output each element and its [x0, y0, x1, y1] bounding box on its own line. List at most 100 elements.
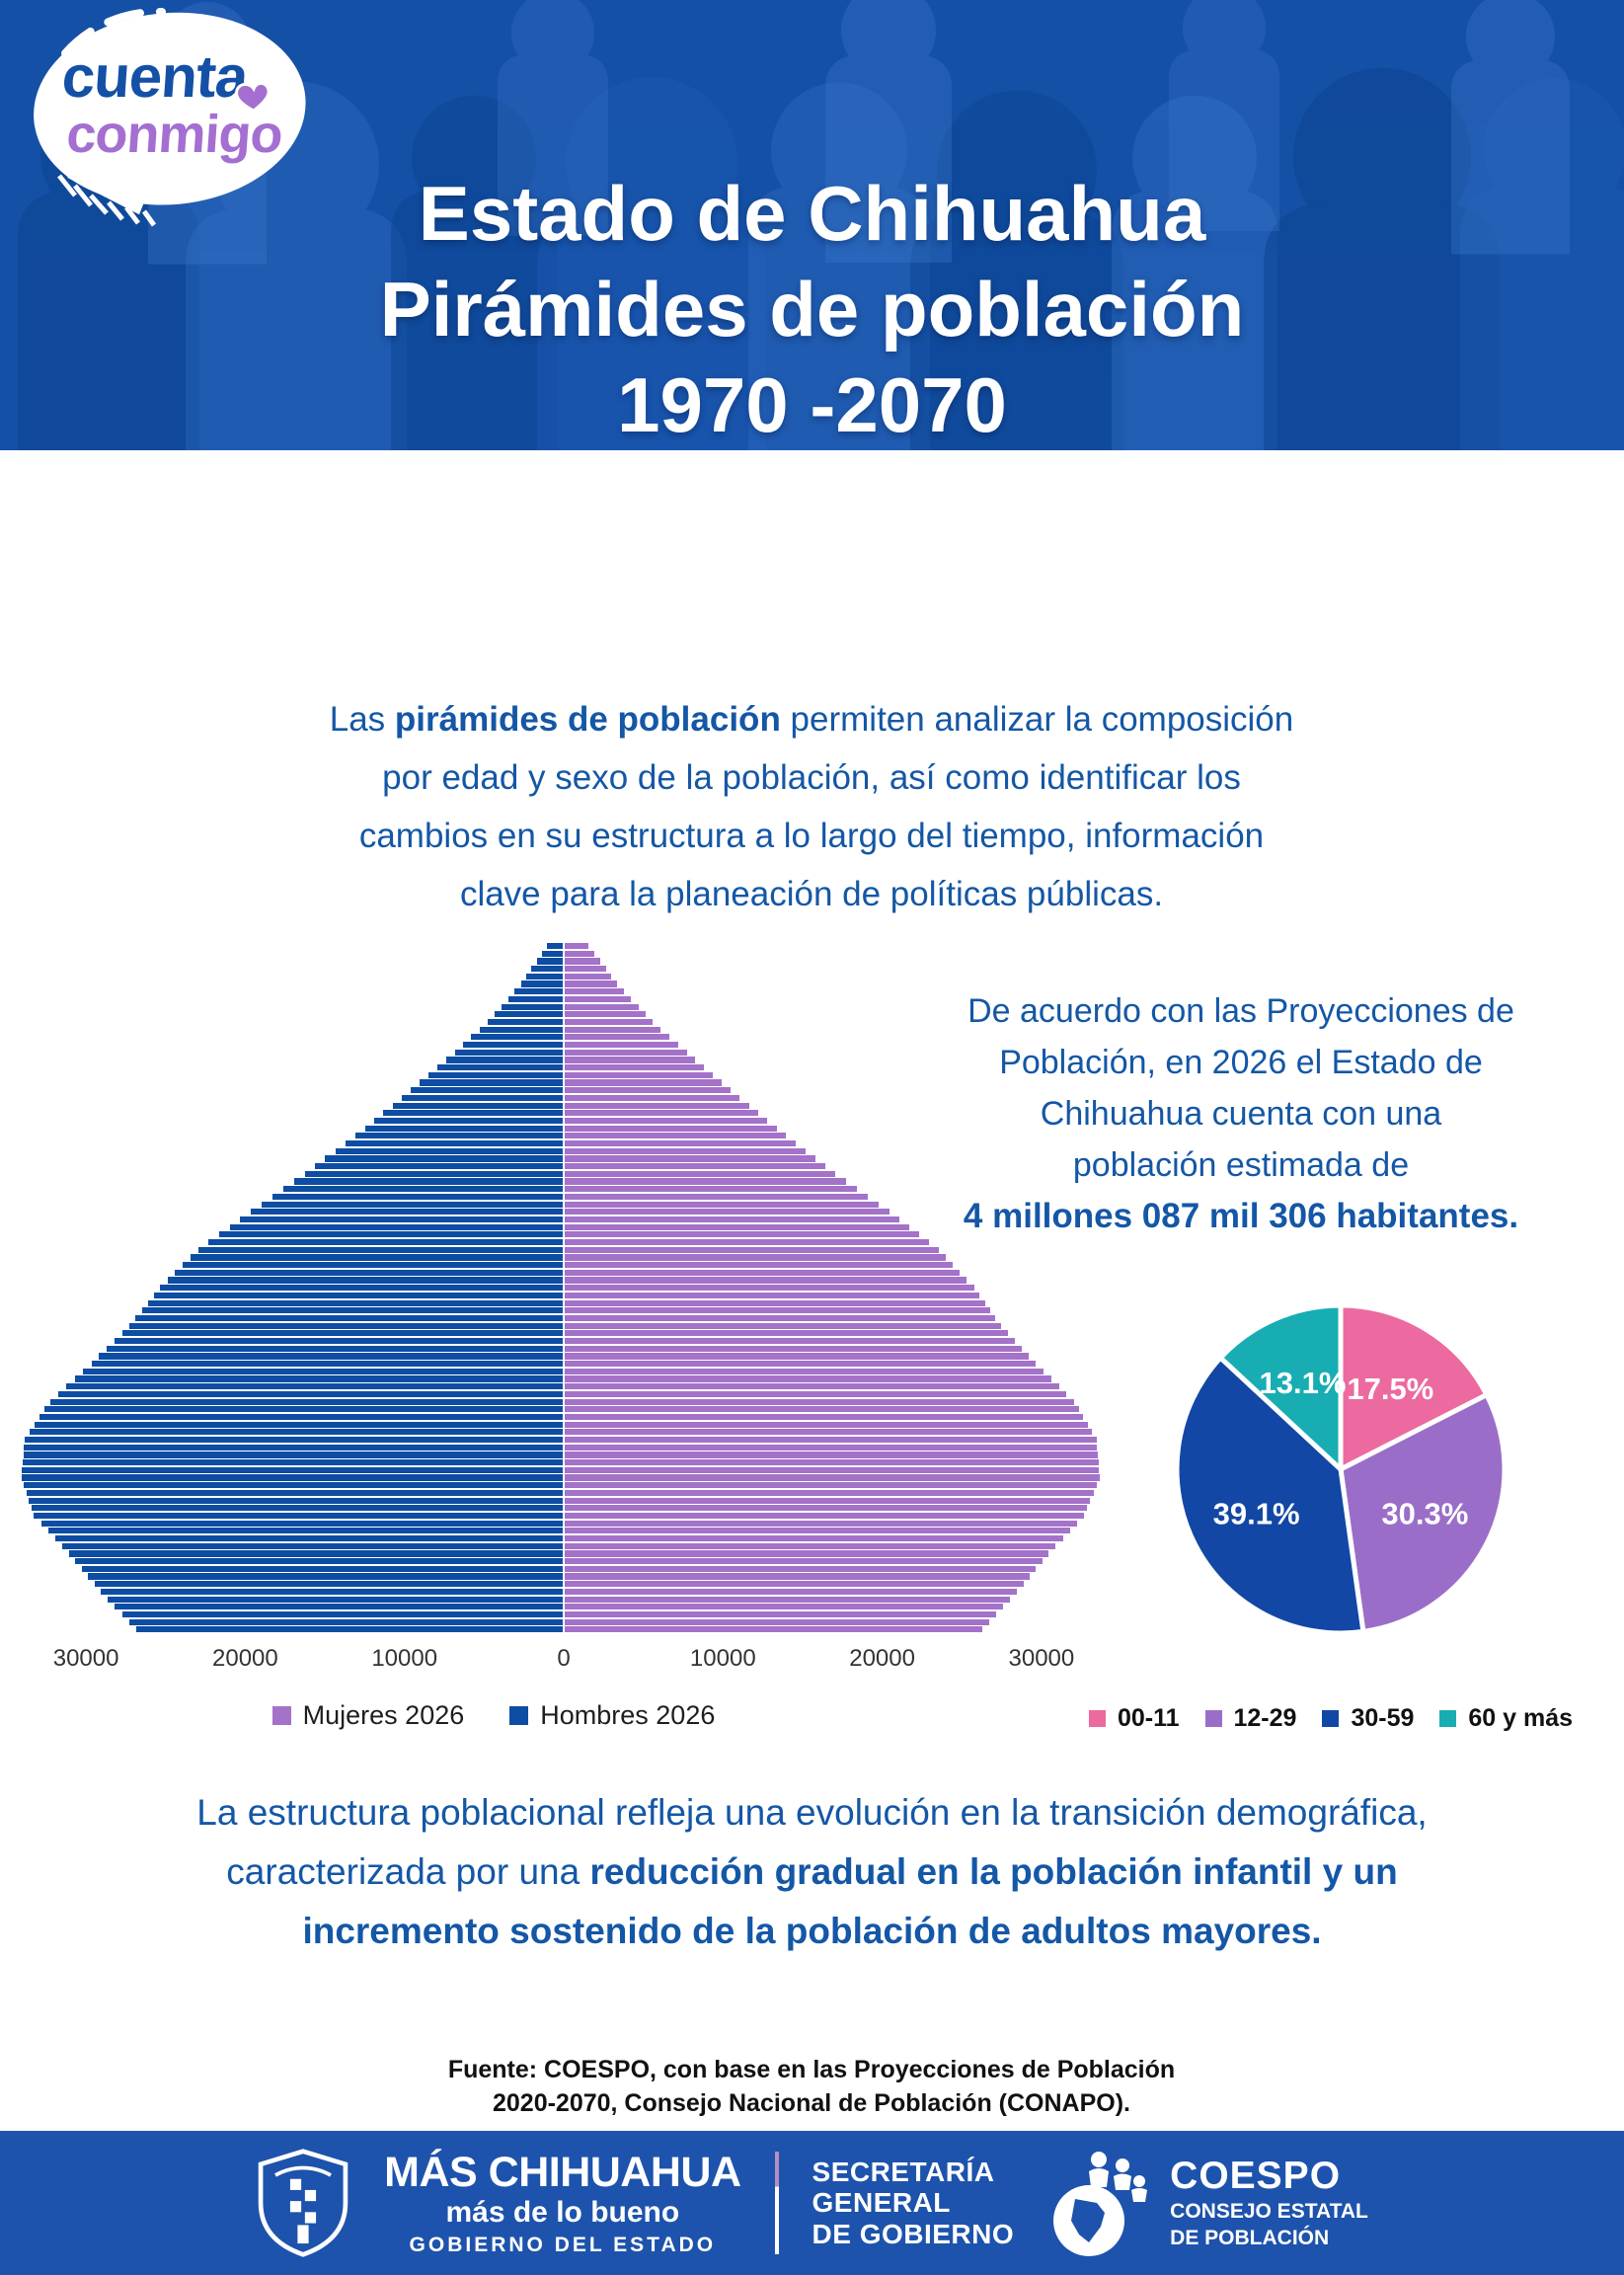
pyramid-bar-male [420, 1079, 563, 1086]
pyramid-bar-female [565, 973, 612, 980]
pyramid-bar-female [565, 1049, 687, 1056]
pyramid-bar-female [565, 1269, 961, 1276]
pyramid-axis-tick: 30000 [52, 1645, 119, 1672]
pyramid-bar-female [565, 1186, 858, 1193]
pyramid-bar-male [44, 1406, 563, 1413]
pyramid-bar-male [34, 1512, 563, 1520]
pyramid-bar-female [565, 1618, 989, 1625]
pyramid-bar-female [565, 1375, 1051, 1382]
pyramid-bar-male [392, 1102, 563, 1109]
source-line-1: Fuente: COESPO, con base en las Proyecci… [447, 2056, 1176, 2083]
pyramid-bar-male [31, 1505, 563, 1512]
pie-slice-00-11 [1338, 1302, 1490, 1472]
footer-bar: MÁS CHIHUAHUA más de lo bueno GOBIERNO D… [0, 2131, 1624, 2275]
pyramid-bar-female [565, 981, 618, 987]
pyramid-bar-male [494, 1011, 563, 1018]
pyramid-bar-female [565, 1223, 910, 1230]
pyramid-bar-female [565, 1133, 787, 1139]
pyramid-bar-male [81, 1565, 563, 1572]
pyramid-bar-female [565, 1482, 1097, 1489]
pyramid-bar-male [501, 1003, 563, 1010]
pyramid-bar-female [565, 1398, 1075, 1405]
pyramid-bar-male [61, 1542, 563, 1549]
coespo-wordmark: COESPO CONSEJO ESTATAL DE POBLACIÓN [1170, 2155, 1368, 2250]
pyramid-bar-male [335, 1147, 563, 1154]
pyramid-x-axis: 30000 20000 10000 0 10000 20000 30000 [21, 1645, 1107, 1675]
pyramid-bar-female [565, 1542, 1056, 1549]
pyramid-bar-male [75, 1558, 563, 1565]
pyramid-bar-male [23, 1451, 563, 1458]
pyramid-bar-male [88, 1573, 563, 1580]
pyramid-bar-male [531, 966, 563, 973]
government-wordmark: MÁS CHIHUAHUA más de lo bueno GOBIERNO D… [384, 2148, 741, 2255]
pyramid-bar-male [471, 1034, 563, 1041]
pyramid-bar-female [565, 1277, 967, 1284]
pyramid-bar-female [565, 1489, 1094, 1497]
pyramid-bar-male [58, 1390, 563, 1398]
pyramid-bar-female [565, 1209, 890, 1216]
pyramid-bar-female [565, 1071, 714, 1078]
pyramid-bar-male [428, 1071, 563, 1078]
pyramid-bar-female [565, 1520, 1077, 1527]
pyramid-bar-female [565, 1246, 940, 1253]
pyramid-bar-male [66, 1383, 563, 1390]
pyramid-bar-female [565, 1390, 1067, 1398]
pyramid-bar-male [29, 1429, 563, 1436]
structure-paragraph: La estructura poblacional refleja una ev… [196, 1792, 1428, 1951]
intro-line-4: clave para la planeación de políticas pú… [459, 875, 1164, 913]
pyramid-bar-female [565, 1626, 982, 1633]
pyramid-axis-tick: 0 [557, 1645, 571, 1672]
title-line-1: Estado de Chihuahua [418, 170, 1206, 257]
logo-hatch-decoration [57, 174, 157, 227]
pyramid-bar-female [565, 943, 589, 950]
pyramid-bar-female [565, 1018, 653, 1026]
pyramid-bar-female [565, 1466, 1100, 1473]
pyramid-bar-female [565, 1368, 1044, 1374]
pyramid-bar-male [121, 1610, 563, 1618]
pyramid-bar-male [437, 1064, 563, 1071]
pie-value-label: 30.3% [1381, 1497, 1468, 1531]
pyramid-bar-male [536, 958, 563, 965]
pie-value-label: 39.1% [1213, 1497, 1300, 1531]
pyramid-bar-male [24, 1482, 563, 1489]
pyramid-bar-female [565, 1604, 1003, 1610]
gov-title: MÁS CHIHUAHUA [384, 2148, 741, 2196]
pyramid-bar-female [565, 1581, 1024, 1588]
pyramid-bar-female [565, 1565, 1037, 1572]
pyramid-bar-male [29, 1497, 563, 1504]
pyramid-bar-female [565, 1034, 670, 1041]
pie-slice-30-59 [1174, 1355, 1366, 1636]
pyramid-legend: Mujeres 2026 Hombres 2026 [0, 1700, 987, 1731]
intro-line-2: por edad y sexo de la población, así com… [382, 758, 1241, 797]
legend-swatch [271, 1706, 291, 1725]
pyramid-bar-male [108, 1596, 563, 1603]
pyramid-bar-female [565, 1497, 1091, 1504]
pyramid-bar-male [26, 1489, 563, 1497]
pyramid-axis-tick: 20000 [849, 1645, 915, 1672]
pie-legend-item: 12-29 [1204, 1704, 1296, 1733]
pyramid-bar-female [565, 1254, 947, 1261]
pyramid-bar-male [541, 950, 563, 957]
pyramid-bar-female [565, 1558, 1043, 1565]
pyramid-bar-female [565, 1610, 996, 1618]
legend-swatch [1439, 1710, 1457, 1727]
intro-line-1: Las pirámides de población permiten anal… [329, 700, 1294, 739]
pyramid-bar-male [183, 1262, 563, 1269]
pyramid-bar-male [24, 1444, 563, 1451]
projection-line-3: Chihuahua cuenta con una [1040, 1095, 1442, 1133]
pyramid-bar-female [565, 1042, 678, 1049]
pyramid-bar-female [565, 1421, 1088, 1428]
pyramid-bar-male [261, 1201, 563, 1208]
pyramid-bar-male [546, 943, 563, 950]
pyramid-bar-male [304, 1170, 563, 1177]
title-line-3: 1970 -2070 [617, 361, 1007, 448]
pyramid-bar-female [565, 1474, 1100, 1481]
intro-paragraph: Las pirámides de población permiten anal… [229, 690, 1394, 923]
pyramid-bar-female [565, 1057, 696, 1063]
pyramid-axis-tick: 10000 [689, 1645, 756, 1672]
pyramid-bar-male [99, 1353, 563, 1360]
pyramid-bar-female [565, 1079, 723, 1086]
pyramid-bar-male [521, 981, 563, 987]
logo-word-conmigo: conmigo [65, 105, 284, 164]
pyramid-bar-male [94, 1581, 563, 1588]
